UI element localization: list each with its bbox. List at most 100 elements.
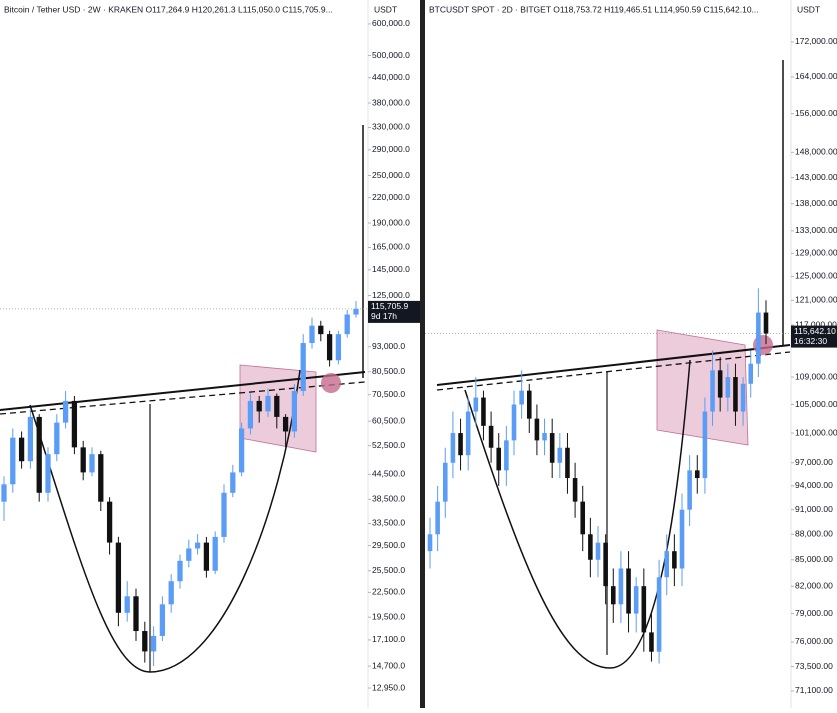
candle-body [230,472,236,493]
candle-body [150,635,157,652]
candle-body [633,586,639,614]
candle-body [256,400,262,412]
y-tick-label: 80,500.0 [372,366,405,376]
y-tick-label: 73,500.00 [795,661,833,671]
candle-body [159,604,166,636]
y-tick-label: 93,000.0 [372,341,405,351]
y-tick-label: 79,000.00 [795,608,833,618]
y-tick-label: 156,000.00 [795,108,837,118]
candle-body [740,383,746,412]
y-tick-label: 143,000.00 [795,172,837,182]
candle-body [300,343,306,392]
price-tag-countdown: 9d 17h [371,311,397,321]
retest-circle [321,373,341,393]
candle-body [626,568,631,614]
retest-circle [753,335,773,355]
price-tag [368,300,420,323]
candle-body [565,447,570,479]
candle-body [274,395,280,417]
candle-body [36,416,42,493]
y-tick-label: 138,000.00 [795,198,837,208]
y-tick-label: 71,100.00 [795,685,833,695]
y-tick-label: 91,000.00 [795,504,833,514]
candle-body [203,542,210,571]
candle-body [656,577,662,652]
y-tick-label: 145,000.0 [372,264,410,274]
candle-body [733,377,738,412]
candle-body [435,501,440,535]
candle-body [672,551,677,569]
axis-unit: USDT [374,4,397,14]
y-tick-label: 44,500.0 [372,469,405,479]
flag-box [656,329,749,446]
candle-body [549,433,555,463]
candle-body [27,416,34,462]
candle-body [282,416,289,432]
candle-body [756,312,761,364]
drawings-right [436,60,791,669]
candle-body [610,586,616,605]
y-tick-label: 109,000.00 [795,371,837,381]
y-tick-label: 500,000.0 [372,50,410,60]
candle-body [133,596,139,632]
candle-body [694,470,700,479]
price-tag-value: 115,642.10 [794,326,836,336]
y-tick-label: 85,000.00 [795,554,833,564]
candle-body [291,391,298,432]
y-tick-label: 129,000.00 [795,248,837,258]
candle-body [763,312,769,334]
y-tick-label: 121,000.00 [795,295,837,305]
candles [1,301,359,667]
y-tick-label: 17,100.0 [372,634,405,644]
candle-body [725,377,731,398]
candles [427,288,769,664]
y-tick-label: 165,000.0 [372,242,410,252]
y-tick-label: 172,000.00 [795,36,837,46]
y-tick-label: 133,000.00 [795,225,837,235]
y-tick-label: 12,950.0 [372,682,405,692]
y-tick-label: 250,000.0 [372,170,410,180]
candle-body [603,542,608,587]
y-tick-label: 290,000.0 [372,144,410,154]
y-tick-label: 148,000.00 [795,147,837,157]
y-tick-label: 220,000.0 [372,192,410,202]
y-tick-label: 14,700.0 [372,660,405,670]
candle-body [106,501,113,543]
y-tick-label: 125,000.0 [372,290,410,300]
candle-body [588,534,593,560]
candle-body [580,501,586,535]
candle-body [641,586,647,633]
price-axis [368,0,420,708]
dashed-trendline [436,351,791,391]
chart-title: Bitcoin / Tether USD · 2W · KRAKEN O117,… [4,4,333,14]
y-tick-label: 94,000.00 [795,480,833,490]
candle-body [194,542,201,549]
y-tick-label: 70,500.0 [372,389,405,399]
y-tick-label: 97,000.00 [795,457,833,467]
candle-body [62,400,69,423]
price-axis [791,0,837,708]
candle-body [326,334,333,361]
axis-unit: USDT [797,4,820,14]
candle-body [309,325,315,344]
candle-body [80,447,86,473]
candle-body [427,534,433,552]
candle-body [186,548,192,561]
cup-curve [464,359,691,669]
candle-body [572,478,578,502]
candle-body [71,400,78,448]
candle-body [504,440,509,471]
candle-body [710,370,715,412]
candle-body [212,536,218,571]
candle-body [557,447,563,463]
candle-body [18,437,25,462]
y-tick-label: 22,500.0 [372,587,405,597]
y-tick-label: 60,500.0 [372,415,405,425]
candle-body [702,411,708,479]
candle-body [649,632,654,652]
candle-body [618,568,624,605]
candle-body [115,542,122,613]
y-tick-label: 88,000.00 [795,529,833,539]
candle-body [595,542,601,560]
